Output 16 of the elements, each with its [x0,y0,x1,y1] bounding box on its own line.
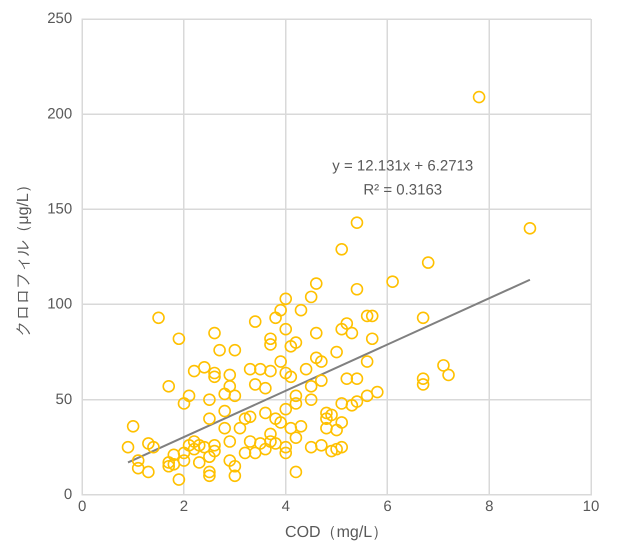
y-axis-title: クロロフィル（μg/L） [15,177,32,337]
annotation: y = 12.131x + 6.2713 [332,158,474,175]
y-tick-label: 150 [47,200,72,218]
x-tick-label: 10 [582,498,600,515]
x-tick-label: 6 [383,498,392,515]
y-tick-label: 100 [47,296,72,313]
annotation: R² = 0.3163 [363,182,442,199]
y-tick-label: 250 [47,10,72,28]
y-tick-label: 200 [47,105,72,122]
x-tick-label: 8 [485,498,494,515]
y-tick-label: 0 [64,486,72,503]
x-tick-label: 2 [180,498,188,515]
x-tick-label: 4 [282,498,290,515]
y-tick-label: 50 [56,390,72,408]
x-axis-title: COD（mg/L） [285,524,388,541]
x-tick-label: 0 [78,498,86,515]
